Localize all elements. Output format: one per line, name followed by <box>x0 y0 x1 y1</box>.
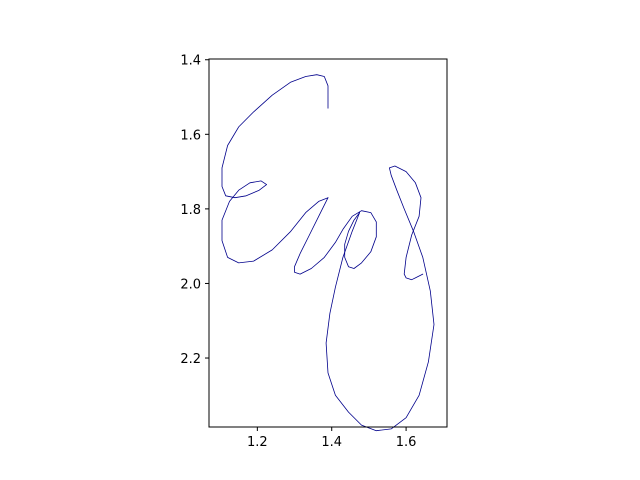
axes-frame <box>208 58 448 428</box>
y-tick-label: 2.2 <box>180 352 201 367</box>
x-axis: 1.2 1.4 1.6 <box>247 427 416 450</box>
y-tick-label: 1.6 <box>180 128 201 143</box>
y-tick-label: 1.4 <box>180 54 201 69</box>
series-line-1 <box>221 74 329 264</box>
series-line-3 <box>325 165 435 432</box>
y-axis: 1.4 1.6 1.8 2.0 2.2 <box>180 54 209 367</box>
x-tick-label: 1.4 <box>321 435 342 450</box>
plot-area <box>221 74 435 432</box>
y-tick-label: 1.8 <box>180 203 201 218</box>
x-tick-label: 1.6 <box>396 435 417 450</box>
y-tick-label: 2.0 <box>180 277 201 292</box>
x-tick-label: 1.2 <box>247 435 268 450</box>
series-line-2 <box>294 197 377 275</box>
